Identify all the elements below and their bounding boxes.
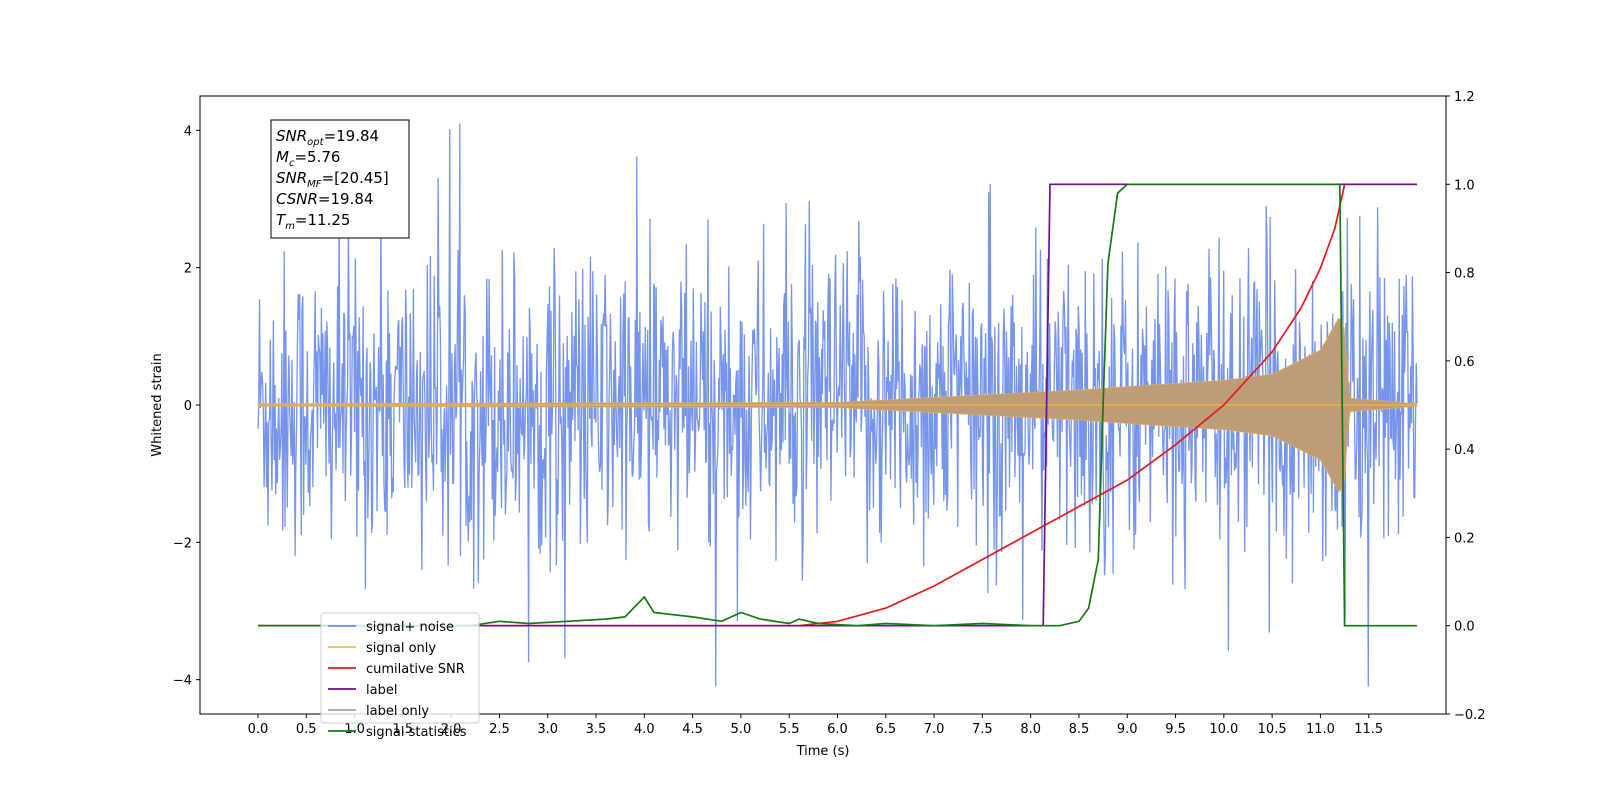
x-tick-label: 5.5 [779, 722, 800, 737]
x-tick-label: 11.5 [1354, 722, 1383, 737]
legend-label: signal+ noise [366, 620, 454, 635]
legend-label: label [366, 683, 397, 698]
y2-tick-label: 0.4 [1454, 443, 1475, 458]
annotation-frame [270, 119, 410, 239]
x-tick-label: 0.0 [248, 722, 269, 737]
y2-tick-label: 0.2 [1454, 531, 1475, 546]
legend-label: label only [366, 704, 429, 719]
x-tick-label: 6.5 [875, 722, 896, 737]
legend-item: label only [328, 704, 429, 719]
legend-item: label [328, 683, 397, 698]
x-tick-label: 11.0 [1306, 722, 1335, 737]
y-tick-label: 4 [184, 124, 192, 139]
y-tick-label: 2 [184, 262, 192, 277]
axes-layer: 0.0 0.5 1.0 1.5 2.0 2.5 3.0 3.5 4.0 4.5 5.0 5.5 6.0 6… [173, 90, 1486, 737]
x-tick-label: 1.5 [392, 722, 413, 737]
annotation-box: SNRopt=19.84Mc=5.76SNRMF=[20.45]CSNR=19.… [270, 119, 410, 239]
x-axis-label: Time (s) [796, 744, 850, 759]
annotation-line: Tm=11.25 [276, 211, 350, 232]
y-tick-label: −2 [173, 536, 192, 551]
y2-tick-label: 0.6 [1454, 355, 1475, 370]
x-tick-label: 5.0 [731, 722, 752, 737]
legend-item: signal only [328, 641, 436, 656]
x-tick-label: 4.5 [682, 722, 703, 737]
x-tick-label: 8.5 [1069, 722, 1090, 737]
series-cumilative-snr [258, 183, 1417, 627]
x-tick-label: 9.5 [1165, 722, 1186, 737]
y-tick-label: −4 [173, 674, 192, 689]
annotation-line: SNRopt=19.84 [276, 127, 379, 148]
x-tick-label: 1.0 [344, 722, 365, 737]
y-axis-label: Whitened strain [150, 353, 165, 456]
legend-label: signal statistics [366, 725, 467, 740]
x-tick-label: 3.5 [586, 722, 607, 737]
legend-item: signal+ noise [328, 620, 454, 635]
x-tick-label: 10.0 [1209, 722, 1238, 737]
series-signal-noise [257, 123, 1418, 687]
legend-item: signal statistics [328, 725, 467, 740]
series-line [258, 183, 1417, 627]
series-signal-statistics [258, 183, 1417, 627]
y2-tick-label: 0.0 [1454, 620, 1475, 635]
y2-tick-label: −0.2 [1454, 708, 1486, 723]
series-line [258, 183, 1417, 627]
x-tick-label: 7.5 [972, 722, 993, 737]
x-tick-label: 4.0 [634, 722, 655, 737]
annotation-line: Mc=5.76 [276, 148, 340, 169]
x-tick-label: 3.0 [537, 722, 558, 737]
annotation-line: SNRMF=[20.45] [276, 169, 389, 190]
series-layer [257, 123, 1418, 687]
x-tick-label: 0.5 [296, 722, 317, 737]
x-tick-label: 9.0 [1117, 722, 1138, 737]
legend-label: cumilative SNR [366, 662, 465, 677]
legend-label: signal only [366, 641, 436, 656]
x-tick-label: 10.5 [1258, 722, 1287, 737]
annotation-line: CSNR=19.84 [276, 190, 373, 208]
series-line [257, 123, 1418, 687]
legend-frame [320, 612, 480, 724]
y2-tick-label: 1.2 [1454, 90, 1475, 105]
y-tick-label: 0 [184, 399, 192, 414]
x-tick-label: 7.0 [924, 722, 945, 737]
x-tick-label: 2.5 [489, 722, 510, 737]
y2-tick-label: 1.0 [1454, 178, 1475, 193]
x-tick-label: 6.0 [827, 722, 848, 737]
y2-tick-label: 0.8 [1454, 267, 1475, 282]
legend: signal+ noise signal only cumilative SNR la… [320, 612, 480, 740]
x-tick-label: 2.0 [441, 722, 462, 737]
legend-item: cumilative SNR [328, 662, 465, 677]
x-tick-label: 8.0 [1020, 722, 1041, 737]
